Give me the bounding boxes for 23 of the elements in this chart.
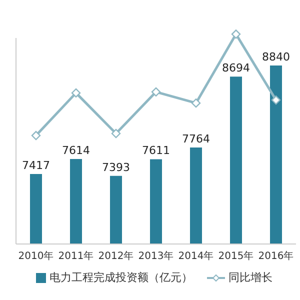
legend-label: 电力工程完成投资额（亿元） xyxy=(50,270,192,285)
point xyxy=(191,98,201,108)
legend-label: 同比增长 xyxy=(228,270,272,285)
x-tick-label: 2014年 xyxy=(178,250,214,262)
data-label: 7417 xyxy=(22,159,50,172)
data-label: 8840 xyxy=(262,50,290,64)
point xyxy=(151,87,161,97)
point xyxy=(111,128,121,138)
data-label: 7764 xyxy=(182,132,210,146)
data-label: 7611 xyxy=(142,144,170,158)
point xyxy=(71,88,81,98)
x-tick-label: 2016年 xyxy=(258,250,294,262)
data-label: 7393 xyxy=(102,160,130,174)
data-label: 8694 xyxy=(222,62,250,75)
point xyxy=(231,30,241,39)
data-label: 7614 xyxy=(62,144,90,158)
point xyxy=(31,130,41,140)
x-tick-label: 2013年 xyxy=(138,250,174,262)
x-tick-label: 2015年 xyxy=(218,250,254,262)
x-tick-label: 2012年 xyxy=(98,250,134,262)
point xyxy=(271,95,281,105)
x-tick-label: 2010年 xyxy=(18,250,54,262)
x-tick-label: 2011年 xyxy=(58,250,94,262)
